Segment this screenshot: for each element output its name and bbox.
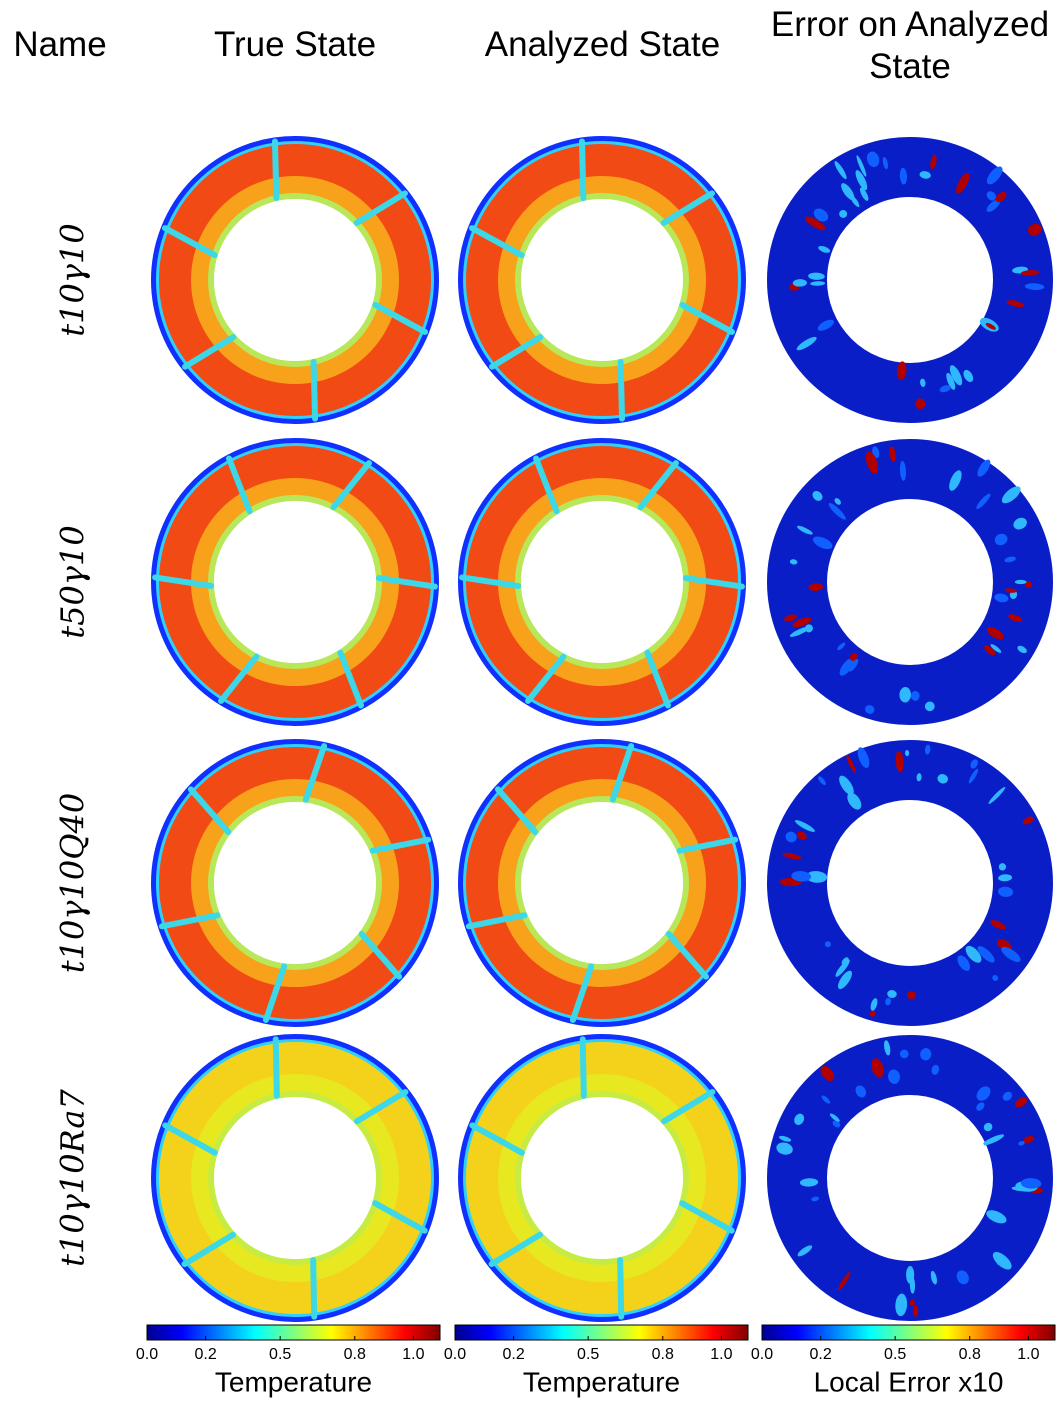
annulus-panel <box>154 139 436 421</box>
annulus-panel <box>461 742 743 1024</box>
tick-label: 0.8 <box>344 1346 366 1363</box>
colorbar-label: Local Error x10 <box>814 1366 1004 1397</box>
plume <box>583 1039 584 1096</box>
tick-label: 0.2 <box>809 1346 831 1363</box>
colorbar <box>147 1325 440 1340</box>
colorbar <box>455 1325 748 1340</box>
plume <box>582 141 583 198</box>
tick-label: 0.8 <box>959 1346 981 1363</box>
annulus-panel <box>461 441 743 723</box>
hole <box>214 1097 376 1259</box>
tick-label: 0.2 <box>194 1346 216 1363</box>
annulus-panel <box>775 1040 1043 1317</box>
error-blob <box>906 1266 914 1284</box>
tick-label: 0.5 <box>269 1346 291 1363</box>
row-label: t50γ10 <box>54 525 92 638</box>
hole <box>521 1097 683 1259</box>
plume <box>276 1039 277 1096</box>
plume <box>620 1260 621 1317</box>
tick-label: 0.8 <box>652 1346 674 1363</box>
error-blob <box>1015 580 1027 584</box>
hole <box>521 501 683 663</box>
plume <box>275 141 276 198</box>
hole <box>214 802 376 964</box>
hole <box>521 802 683 964</box>
tick-label: 1.0 <box>402 1346 424 1363</box>
colorbar-label: Temperature <box>523 1366 680 1397</box>
hole <box>829 802 991 964</box>
annulus-panel <box>780 744 1035 1017</box>
colorbar <box>762 1325 1055 1340</box>
row-label: t10γ10Q40 <box>54 793 92 973</box>
panels: t10γ10 t50γ10 t10γ10Q40 t10γ10Ra7 0.0 0.2 0.5 0… <box>0 0 1057 1403</box>
hole <box>521 199 683 361</box>
figure: Name True State Analyzed State Error on … <box>0 0 1057 1403</box>
tick-label: 1.0 <box>1017 1346 1039 1363</box>
colorbar-label: Temperature <box>215 1366 372 1397</box>
row-label: t10γ10Ra7 <box>54 1089 92 1267</box>
plume <box>621 362 622 419</box>
plume <box>313 1260 314 1317</box>
hole <box>829 501 991 663</box>
hole <box>829 199 991 361</box>
hole <box>214 199 376 361</box>
hole <box>829 1097 991 1259</box>
annulus-panel <box>154 742 436 1024</box>
row-label: t10γ10 <box>54 223 92 336</box>
tick-label: 0.0 <box>751 1346 773 1363</box>
annulus-panel <box>154 1037 436 1319</box>
tick-label: 0.5 <box>884 1346 906 1363</box>
annulus-panel <box>783 446 1032 715</box>
tick-label: 0.5 <box>577 1346 599 1363</box>
tick-label: 0.2 <box>502 1346 524 1363</box>
annulus-panel <box>461 139 743 421</box>
annulus-panel <box>789 150 1044 410</box>
plume <box>314 362 315 419</box>
tick-label: 0.0 <box>136 1346 158 1363</box>
tick-label: 1.0 <box>710 1346 732 1363</box>
annulus-panel <box>154 441 436 723</box>
hole <box>214 501 376 663</box>
annulus-panel <box>461 1037 743 1319</box>
tick-label: 0.0 <box>444 1346 466 1363</box>
